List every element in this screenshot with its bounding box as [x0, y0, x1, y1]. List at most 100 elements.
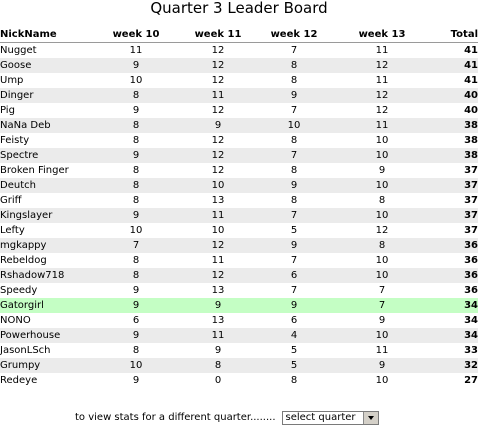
chevron-down-icon[interactable] [362, 412, 378, 424]
table-row: Pig 9 12 7 12 40 [0, 103, 478, 118]
cell-week12: 8 [290, 75, 298, 86]
cell-week13: 7 [378, 285, 386, 296]
cell-total: 41 [464, 75, 478, 86]
table-row: Grumpy 10 8 5 9 32 [0, 358, 478, 373]
cell-total: 36 [432, 238, 478, 253]
cell-total: 40 [464, 105, 478, 116]
cell-nickname: Pig [0, 105, 15, 116]
cell-week11: 10 [211, 225, 225, 236]
cell-nickname: Gatorgirl [0, 298, 92, 313]
table-row: Broken Finger 8 12 8 9 37 [0, 163, 478, 178]
cell-total: 38 [432, 118, 478, 133]
table-row: Deutch 8 10 9 10 37 [0, 178, 478, 193]
table-row-highlighted: Gatorgirl 9 9 9 7 34 [0, 298, 478, 313]
cell-week13: 8 [378, 195, 386, 206]
cell-week10: 9 [92, 148, 180, 163]
cell-week12: 4 [256, 328, 332, 343]
cell-week10: 8 [92, 118, 180, 133]
cell-week12: 5 [290, 225, 298, 236]
cell-week13: 11 [375, 75, 389, 86]
cell-week11: 12 [180, 58, 256, 73]
cell-nickname: Rebeldog [0, 255, 47, 266]
table-row: Kingslayer 9 11 7 10 37 [0, 208, 478, 223]
cell-nickname: Griff [0, 195, 22, 206]
cell-week13: 10 [332, 148, 432, 163]
cell-nickname: Spectre [0, 148, 92, 163]
cell-week13: 9 [378, 315, 386, 326]
table-row: Redeye 9 0 8 10 27 [0, 373, 478, 388]
cell-week11: 8 [180, 358, 256, 373]
cell-total: 34 [432, 328, 478, 343]
cell-nickname: Nugget [0, 45, 37, 56]
cell-week13: 11 [375, 45, 389, 56]
cell-week13: 12 [332, 58, 432, 73]
cell-week10: 8 [132, 195, 140, 206]
cell-week11: 11 [180, 328, 256, 343]
cell-week12: 5 [256, 358, 332, 373]
cell-week11: 11 [180, 208, 256, 223]
col-header-total: Total [432, 28, 478, 43]
cell-total: 37 [464, 165, 478, 176]
table-row: Powerhouse 9 11 4 10 34 [0, 328, 478, 343]
cell-week10: 9 [92, 328, 180, 343]
table-row: JasonLSch 8 9 5 11 33 [0, 343, 478, 358]
cell-week11: 0 [214, 375, 222, 386]
cell-nickname: Dinger [0, 88, 92, 103]
cell-week10: 10 [92, 358, 180, 373]
col-header-week13: week 13 [332, 28, 432, 43]
cell-week12: 8 [256, 58, 332, 73]
cell-week13: 10 [375, 255, 389, 266]
cell-nickname: NaNa Deb [0, 118, 92, 133]
cell-nickname: Grumpy [0, 358, 92, 373]
cell-week10: 8 [92, 268, 180, 283]
table-row: Feisty 8 12 8 10 38 [0, 133, 478, 148]
cell-week12: 8 [290, 375, 298, 386]
cell-week11: 13 [211, 315, 225, 326]
cell-week10: 9 [132, 105, 140, 116]
cell-week12: 7 [256, 148, 332, 163]
table-row: Ump 10 12 8 11 41 [0, 73, 478, 88]
cell-week10: 7 [92, 238, 180, 253]
cell-week12: 7 [290, 45, 298, 56]
cell-total: 36 [432, 268, 478, 283]
quarter-select[interactable]: select quarter [281, 411, 379, 425]
cell-week12: 8 [290, 195, 298, 206]
cell-week10: 9 [132, 285, 140, 296]
cell-week11: 11 [211, 255, 225, 266]
cell-week13: 9 [378, 165, 386, 176]
quarter-select-value: select quarter [285, 412, 356, 423]
cell-week11: 12 [211, 165, 225, 176]
cell-week12: 7 [290, 105, 298, 116]
cell-week11: 9 [180, 298, 256, 313]
cell-week13: 10 [375, 135, 389, 146]
table-row: NONO 6 13 6 9 34 [0, 313, 478, 328]
cell-week10: 11 [129, 45, 143, 56]
cell-week10: 9 [92, 208, 180, 223]
cell-week11: 12 [211, 135, 225, 146]
cell-nickname: Ump [0, 75, 24, 86]
cell-week10: 10 [129, 225, 143, 236]
quarter-prompt: to view stats for a different quarter...… [75, 412, 276, 423]
cell-nickname: Broken Finger [0, 165, 69, 176]
cell-total: 37 [464, 225, 478, 236]
col-header-week12: week 12 [256, 28, 332, 43]
cell-nickname: Powerhouse [0, 328, 92, 343]
cell-week12: 9 [256, 88, 332, 103]
cell-week11: 13 [211, 285, 225, 296]
cell-total: 41 [464, 45, 478, 56]
cell-week10: 8 [132, 345, 140, 356]
table-row: Rebeldog 8 11 7 10 36 [0, 253, 478, 268]
cell-total: 36 [464, 285, 478, 296]
cell-week12: 7 [256, 208, 332, 223]
leaderboard-table: NickName week 10 week 11 week 12 week 13… [0, 28, 478, 388]
cell-total: 34 [432, 298, 478, 313]
cell-week10: 8 [92, 178, 180, 193]
table-row: NaNa Deb 8 9 10 11 38 [0, 118, 478, 133]
cell-total: 37 [432, 178, 478, 193]
cell-week10: 6 [132, 315, 140, 326]
cell-total: 36 [464, 255, 478, 266]
cell-week10: 8 [92, 88, 180, 103]
cell-nickname: mgkappy [0, 238, 92, 253]
cell-week10: 9 [92, 298, 180, 313]
table-row: Lefty 10 10 5 12 37 [0, 223, 478, 238]
